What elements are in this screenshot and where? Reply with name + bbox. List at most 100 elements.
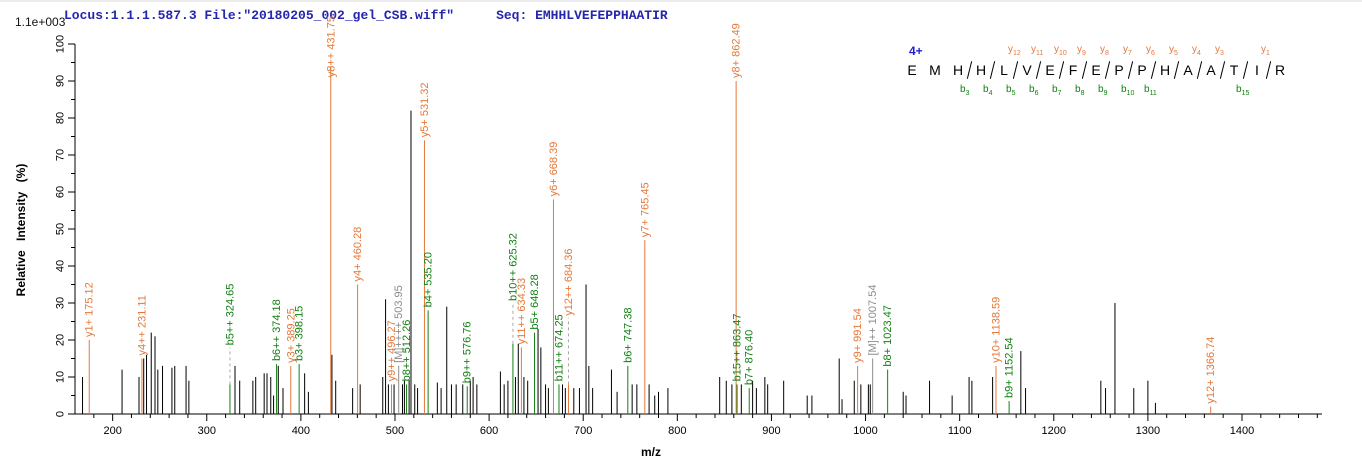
peak-annotation-label: b8++ 512.26 (401, 320, 413, 382)
peak-annotation-label: b5++ 324.65 (224, 284, 236, 346)
cleavage-gap-13: y4 (1192, 44, 1203, 81)
b-ion-label-b6-number: 6 (1034, 90, 1039, 97)
peak-annotation-label: b7+ 876.40 (744, 330, 756, 385)
peak-annotation-label: b8+ 1023.47 (882, 305, 894, 366)
cleavage-gap-3: b3 (960, 59, 973, 97)
x-tick-label: 1200 (1042, 425, 1066, 437)
y-ion-label-y5: y5 (1169, 44, 1178, 57)
residue-letter-10: P (1114, 62, 1124, 78)
cleavage-mark (989, 61, 996, 79)
peak-annotation-label: b5+ 648.28 (529, 274, 541, 329)
x-tick-label: 500 (386, 425, 404, 437)
peak-annotation-label: y4++ 231.11 (136, 295, 148, 355)
b-ion-label-b15: b15 (1236, 84, 1250, 97)
peak-annotation-label: b15++ 863.47 (732, 313, 744, 381)
y-ion-label-y8-number: 8 (1105, 50, 1109, 57)
residue-letter-5: L (1000, 62, 1008, 78)
residue-letter-13: A (1183, 62, 1193, 78)
cleavage-gap-14: y3 (1215, 44, 1226, 81)
y-ion-label-y6-number: 6 (1151, 50, 1155, 57)
y-ion-label-y12: y12 (1008, 44, 1021, 57)
b-ion-label-b6: b6 (1029, 84, 1039, 97)
y-ion-label-y8: y8 (1100, 44, 1109, 57)
peak-annotation-label: y8++ 431.75 (325, 16, 337, 77)
b-ion-label-b3: b3 (960, 84, 970, 97)
peak-annotation-label: y5+ 531.32 (419, 82, 431, 137)
x-tick-label: 1400 (1230, 425, 1254, 437)
peak-annotation-label: y12+ 1366.74 (1205, 337, 1217, 404)
cleavage-mark (1150, 61, 1157, 79)
b-ion-label-b4-number: 4 (988, 90, 993, 97)
y-ion-label-y3-number: 3 (1220, 50, 1224, 57)
y-ion-label-y1-number: 1 (1266, 50, 1270, 57)
y-tick-label: 50 (55, 223, 67, 235)
peak-annotation-label: y12++ 684.36 (563, 249, 575, 316)
x-tick-label: 200 (103, 425, 121, 437)
b-ion-label-b15-number: 15 (1241, 90, 1250, 97)
b-ion-label-b5-number: 5 (1011, 90, 1016, 97)
y-ion-label-y9: y9 (1077, 44, 1086, 57)
cleavage-mark (1012, 61, 1019, 79)
cleavage-mark (1127, 61, 1134, 79)
peak-annotation-label: [M]++++ 503.95 (393, 285, 405, 363)
b-ion-label-b5: b5 (1006, 84, 1016, 97)
residue-letter-11: P (1137, 62, 1147, 78)
y-ion-label-y11: y11 (1031, 44, 1044, 57)
peak-annotation-label: b6++ 374.18 (271, 299, 283, 361)
cleavage-mark (1058, 61, 1065, 79)
peak-annotation-label: b10++ 625.32 (507, 233, 519, 301)
y-tick-label: 0 (55, 411, 67, 417)
y-tick-label: 60 (55, 186, 67, 198)
y-ion-label-y12-number: 12 (1013, 50, 1021, 57)
cleavage-gap-9: y8 b9 (1098, 44, 1111, 97)
x-tick-label: 400 (292, 425, 310, 437)
precursor-charge-label: 4+ (909, 44, 923, 58)
x-tick-label: 1000 (853, 425, 877, 437)
x-tick-label: 600 (480, 425, 498, 437)
residue-letter-12: H (1159, 62, 1171, 78)
peak-annotation-label: y8+ 862.49 (731, 23, 743, 78)
y-tick-label: 70 (55, 149, 67, 161)
cleavage-gap-15: b15 (1236, 59, 1249, 97)
b-ion-label-b7-number: 7 (1057, 90, 1062, 97)
cleavage-gap-8: y9 b8 (1075, 44, 1088, 97)
peak-annotation-label: b9+ 1152.54 (1004, 337, 1016, 398)
cleavage-gap-6: y11 b6 (1029, 44, 1043, 97)
y-ion-label-y10-number: 10 (1059, 50, 1067, 57)
intensity-scale-note: 1.1e+003 (15, 15, 66, 29)
y-ion-label-y7-number: 7 (1128, 50, 1132, 57)
x-axis-title: m/z (641, 445, 662, 459)
y-ion-label-y11-number: 11 (1036, 50, 1044, 57)
peak-annotation-label: y9++ 496.27 (386, 320, 398, 381)
y-ion-label-y3: y3 (1215, 44, 1224, 57)
locus-file-label: Locus:1.1.1.587.3 File:"20180205_002_gel… (64, 8, 455, 23)
b-ion-label-b3-number: 3 (965, 90, 970, 97)
residue-letter-14: A (1206, 62, 1216, 78)
y-tick-label: 40 (55, 260, 67, 272)
sequence-label: Seq: EMHHLVEFEPPHAATIR (496, 8, 668, 23)
residue-letter-8: F (1068, 62, 1078, 78)
y-tick-label: 100 (55, 35, 67, 53)
residue-letter-6: V (1022, 62, 1032, 78)
y-ion-label-y9-number: 9 (1082, 50, 1086, 57)
peak-annotation-label: b3+ 398.15 (294, 306, 306, 361)
residue-letter-9: E (1091, 62, 1101, 78)
b-ion-label-b8-number: 8 (1080, 90, 1085, 97)
peak-annotation-label: b11++ 674.25 (553, 314, 565, 381)
y-tick-label: 10 (55, 371, 67, 383)
y-ion-label-y4-number: 4 (1197, 50, 1201, 57)
x-tick-label: 1100 (948, 425, 972, 437)
y-ion-label-y4: y4 (1192, 44, 1201, 57)
residue-letter-2: M (929, 62, 941, 78)
cleavage-mark (1173, 61, 1180, 79)
y-ion-label-y5-number: 5 (1174, 50, 1178, 57)
x-tick-label: 700 (574, 425, 592, 437)
cleavage-mark (1196, 61, 1203, 79)
cleavage-mark (1035, 61, 1042, 79)
x-tick-label: 900 (762, 425, 780, 437)
cleavage-mark (1265, 61, 1272, 79)
b-ion-label-b11-number: 11 (1149, 90, 1157, 97)
y-ion-label-y6: y6 (1146, 44, 1155, 57)
